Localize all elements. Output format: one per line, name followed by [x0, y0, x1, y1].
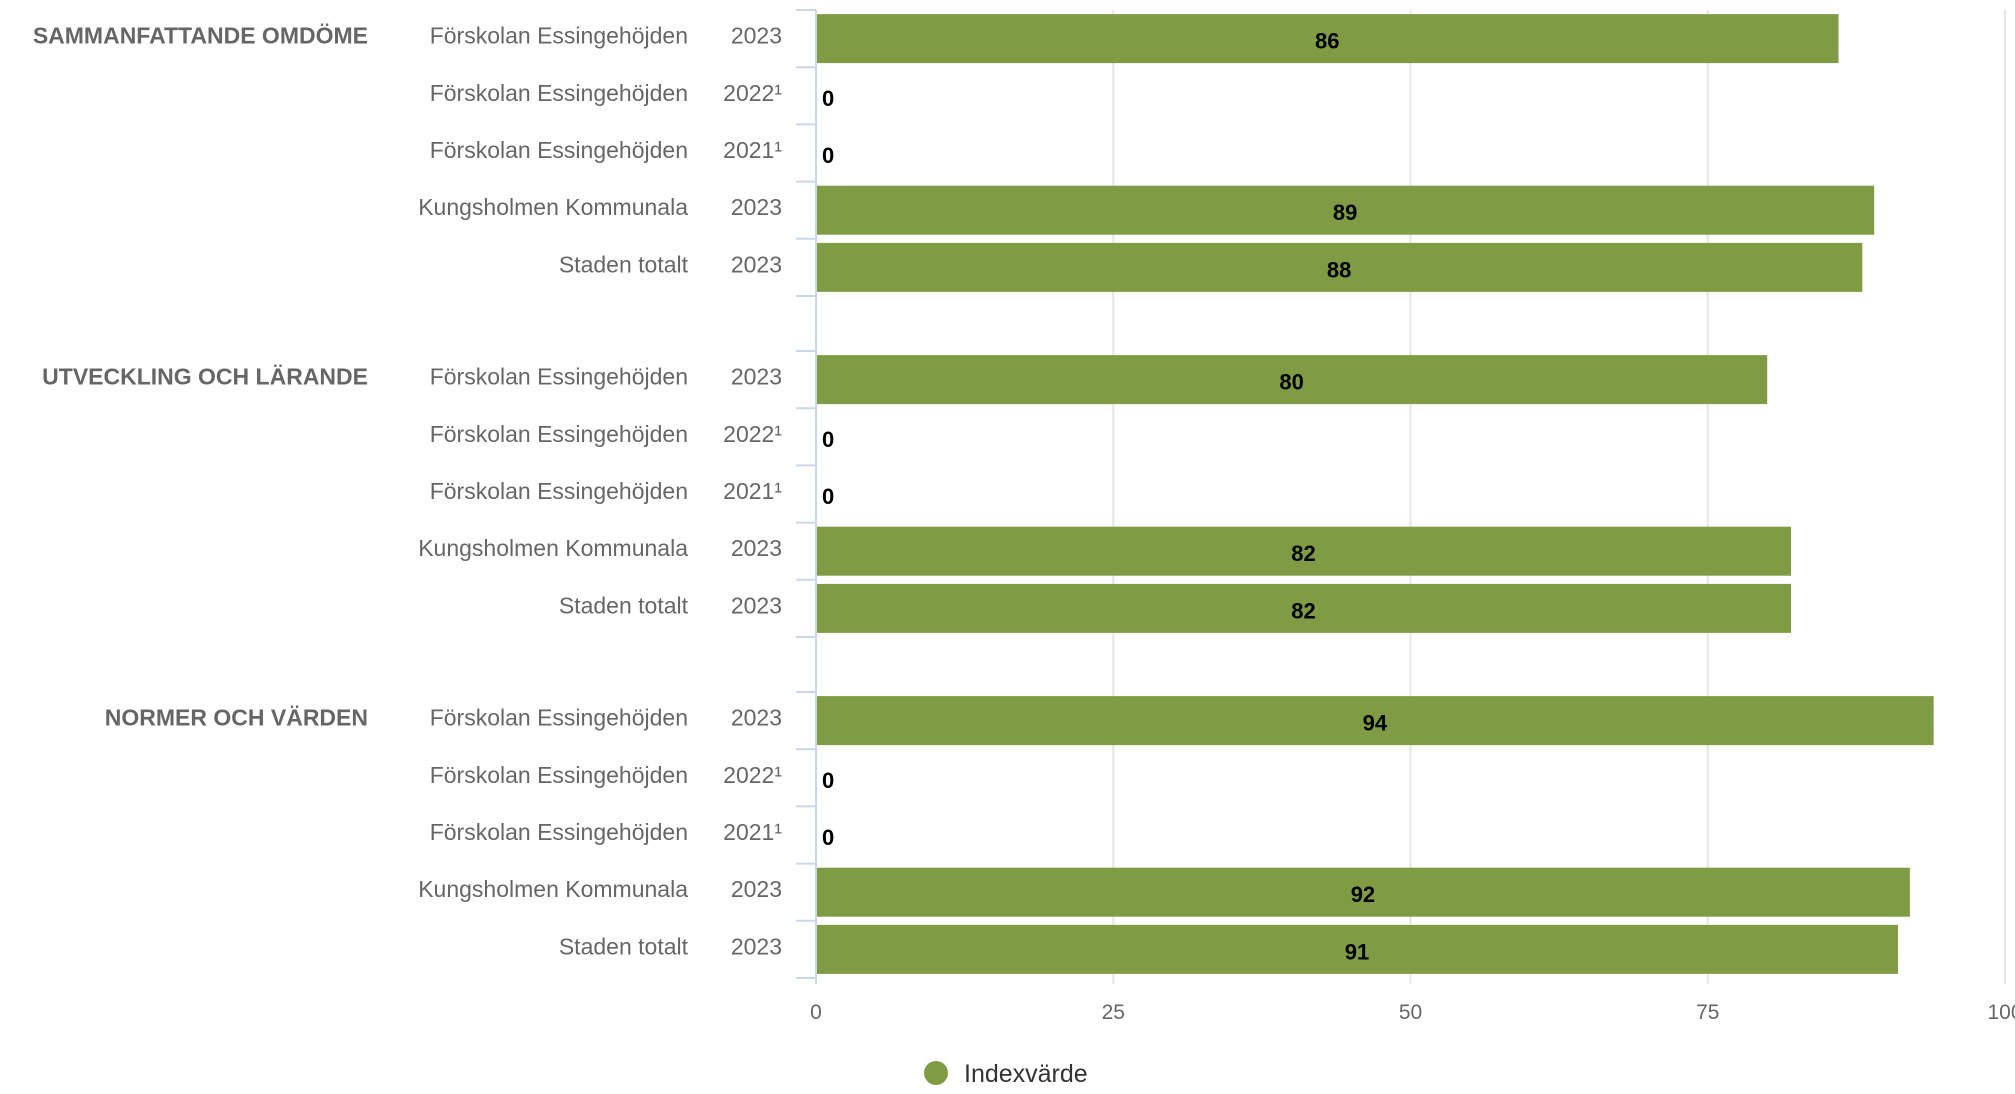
bar[interactable]	[817, 242, 1863, 292]
bar[interactable]	[817, 526, 1791, 576]
data-label: 94	[1363, 711, 1388, 736]
category-label: Staden totalt	[559, 592, 689, 618]
x-tick-label: 0	[810, 1001, 822, 1024]
year-label: 2021¹	[723, 819, 782, 845]
data-label: 0	[822, 825, 834, 850]
data-label: 0	[822, 86, 834, 111]
group-label: SAMMANFATTANDE OMDÖME	[33, 23, 368, 49]
category-label: Staden totalt	[559, 251, 689, 277]
year-label: 2022¹	[723, 762, 782, 788]
year-label: 2021¹	[723, 478, 782, 504]
year-label: 2023	[731, 251, 782, 277]
category-label: Förskolan Essingehöjden	[430, 421, 688, 447]
category-label: Kungsholmen Kommunala	[418, 194, 688, 220]
legend[interactable]: Indexvärde	[924, 1060, 1088, 1088]
legend-item-label[interactable]: Indexvärde	[964, 1060, 1088, 1088]
year-label: 2021¹	[723, 137, 782, 163]
group-label: NORMER OCH VÄRDEN	[105, 705, 368, 731]
data-label: 0	[822, 768, 834, 793]
data-label: 82	[1291, 541, 1315, 566]
category-label: Förskolan Essingehöjden	[430, 23, 688, 49]
data-label: 92	[1351, 882, 1375, 907]
category-label: Förskolan Essingehöjden	[430, 705, 688, 731]
legend-marker[interactable]	[924, 1061, 948, 1085]
grid-lines	[1112, 10, 2006, 984]
year-label: 2022¹	[723, 421, 782, 447]
labels: 86 2023 Förskolan Essingehöjden SAMMANFATTA…	[33, 23, 1388, 965]
x-tick-label: 50	[1399, 1001, 1422, 1024]
category-label: Förskolan Essingehöjden	[430, 80, 688, 106]
data-label: 0	[822, 427, 834, 452]
year-label: 2023	[731, 933, 782, 959]
data-label: 82	[1291, 598, 1315, 623]
bar[interactable]	[817, 924, 1898, 974]
category-axis	[796, 9, 817, 984]
data-label: 86	[1315, 29, 1339, 54]
x-axis-ticks: 0 25 50 75 100	[810, 1001, 2015, 1024]
x-tick-label: 25	[1102, 1001, 1125, 1024]
data-label: 88	[1327, 257, 1351, 282]
category-label: Staden totalt	[559, 933, 689, 959]
category-label: Kungsholmen Kommunala	[418, 535, 688, 561]
category-label: Förskolan Essingehöjden	[430, 137, 688, 163]
bar[interactable]	[817, 355, 1768, 405]
category-label: Förskolan Essingehöjden	[430, 819, 688, 845]
bars	[817, 14, 1934, 974]
bar[interactable]	[817, 14, 1839, 64]
bar[interactable]	[817, 867, 1910, 917]
category-label: Förskolan Essingehöjden	[430, 364, 688, 390]
data-label: 89	[1333, 200, 1357, 225]
category-label: Förskolan Essingehöjden	[430, 762, 688, 788]
data-label: 0	[822, 143, 834, 168]
year-label: 2023	[731, 592, 782, 618]
x-tick-label: 75	[1696, 1001, 1719, 1024]
year-label: 2023	[731, 23, 782, 49]
x-tick-label: 100	[1987, 1001, 2015, 1024]
year-label: 2023	[731, 876, 782, 902]
year-label: 2023	[731, 535, 782, 561]
year-label: 2022¹	[723, 80, 782, 106]
data-label: 91	[1345, 939, 1369, 964]
bar[interactable]	[817, 583, 1791, 633]
category-label: Förskolan Essingehöjden	[430, 478, 688, 504]
data-label: 0	[822, 484, 834, 509]
year-label: 2023	[731, 364, 782, 390]
group-label: UTVECKLING OCH LÄRANDE	[42, 364, 368, 390]
category-label: Kungsholmen Kommunala	[418, 876, 688, 902]
data-label: 80	[1279, 370, 1303, 395]
year-label: 2023	[731, 705, 782, 731]
bar[interactable]	[817, 185, 1875, 235]
bar[interactable]	[817, 696, 1934, 746]
year-label: 2023	[731, 194, 782, 220]
